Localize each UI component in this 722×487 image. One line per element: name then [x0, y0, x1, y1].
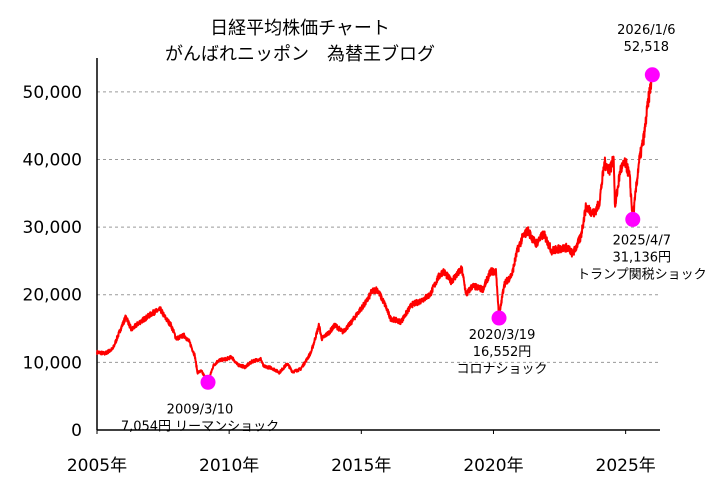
grid-layer — [97, 91, 660, 363]
annotation-label-1-0: 2020/3/19 — [469, 328, 536, 343]
annotation-marker-2 — [625, 211, 641, 227]
y-tick-label-2: 20,000 — [23, 286, 82, 306]
annotation-label-0-0: 2009/3/10 — [167, 402, 234, 417]
chart-title: 日経平均株価チャート — [210, 18, 390, 39]
x-tick-label-3: 2020年 — [463, 456, 523, 476]
annotation-marker-1 — [491, 310, 507, 326]
annotation-marker-3 — [644, 67, 660, 83]
label-layer: 0 10,000 20,000 30,000 40,000 50,000 2005年 2010… — [23, 23, 707, 476]
x-tick-label-4: 2025年 — [596, 456, 656, 476]
annotation-label-2-0: 2025/4/7 — [613, 233, 671, 248]
annotation-label-2-1: 31,136円 — [613, 250, 672, 265]
y-tick-label-3: 30,000 — [23, 218, 82, 238]
annotation-label-3-0: 2026/1/6 — [617, 23, 675, 38]
series-line-0 — [96, 73, 654, 384]
x-tick-label-2: 2015年 — [331, 456, 391, 476]
annotation-label-3-1: 52,518 — [624, 40, 670, 55]
y-tick-label-4: 40,000 — [23, 150, 82, 170]
y-tick-label-1: 10,000 — [23, 353, 82, 373]
annotation-label-0-1: 7,054円 リーマンショック — [121, 419, 279, 434]
y-tick-label-5: 50,000 — [23, 83, 82, 103]
series-layer — [96, 73, 654, 384]
annotation-marker-0 — [200, 374, 216, 390]
axis-layer — [96, 58, 660, 434]
marker-layer — [200, 67, 660, 390]
chart-subtitle: がんばれニッポン 為替王ブログ — [165, 43, 435, 65]
y-tick-label-0: 0 — [71, 421, 82, 441]
annotation-label-1-2: コロナショック — [457, 362, 548, 377]
x-tick-label-0: 2005年 — [67, 456, 127, 476]
annotation-label-1-1: 16,552円 — [473, 345, 532, 360]
annotation-label-2-2: トランプ関税ショック — [577, 267, 707, 282]
x-tick-label-1: 2010年 — [199, 456, 259, 476]
